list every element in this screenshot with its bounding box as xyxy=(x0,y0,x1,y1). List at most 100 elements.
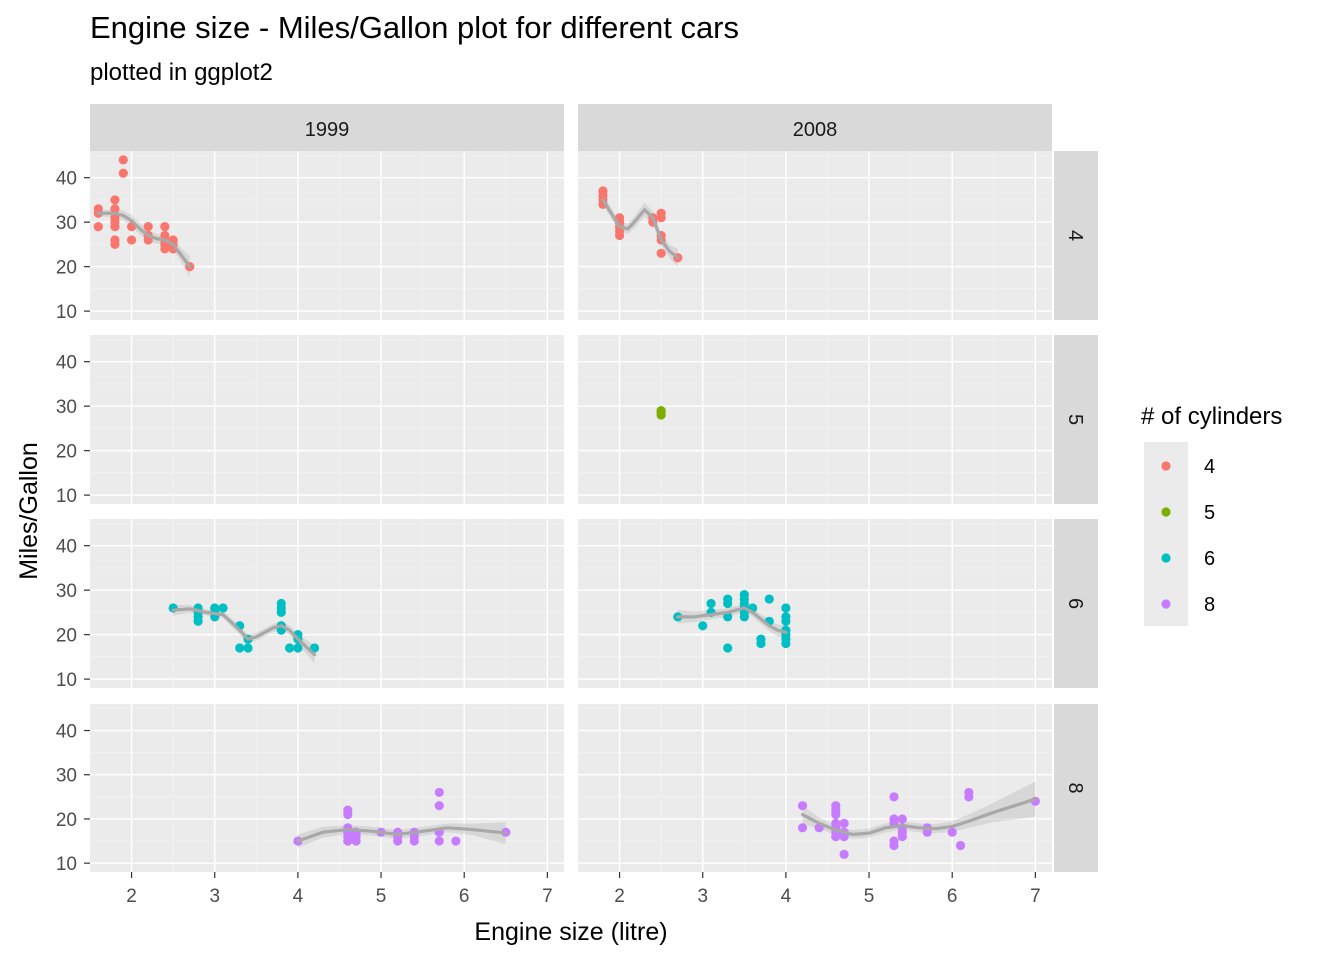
legend-key-background xyxy=(1144,442,1188,626)
panel-background xyxy=(578,519,1052,688)
data-point xyxy=(110,195,120,205)
smooth-trend-line xyxy=(296,826,508,843)
data-point xyxy=(284,643,295,653)
y-tick-label: 40 xyxy=(56,722,77,743)
data-point xyxy=(218,603,228,613)
legend-label-4: 4 xyxy=(1204,456,1215,478)
y-tick-label: 30 xyxy=(56,397,77,418)
data-point xyxy=(343,836,353,846)
y-tick-label: 10 xyxy=(56,670,77,691)
data-point xyxy=(839,818,849,828)
smooth-trend-line xyxy=(601,198,680,260)
data-point xyxy=(110,222,120,232)
confidence-band xyxy=(677,603,786,640)
data-point xyxy=(126,235,137,245)
x-axis-title: Engine size (litre) xyxy=(474,918,667,946)
smooth-trend-line xyxy=(96,211,192,269)
data-point xyxy=(831,809,841,820)
smooth-trend-line xyxy=(676,606,788,635)
facet-strip-label-cyl-5: 5 xyxy=(1064,414,1086,425)
facet-strip-cyl-4 xyxy=(1054,151,1098,320)
legend-title: # of cylinders xyxy=(1141,403,1282,430)
confidence-band xyxy=(802,781,1036,839)
data-point xyxy=(93,222,103,232)
legend-label-5: 5 xyxy=(1204,502,1215,524)
data-point xyxy=(393,836,403,846)
data-point xyxy=(193,616,203,626)
data-point xyxy=(756,638,766,649)
y-tick-label: 10 xyxy=(56,854,77,875)
y-tick-label: 10 xyxy=(56,486,77,507)
legend-key-6 xyxy=(1161,553,1171,563)
data-point xyxy=(351,836,361,846)
facet-strip-cyl-8 xyxy=(1054,704,1098,872)
facet-strip-label-cyl-6: 6 xyxy=(1064,598,1086,609)
x-tick-label: 3 xyxy=(697,886,708,907)
data-point xyxy=(831,832,841,842)
x-tick-label: 7 xyxy=(1030,886,1041,907)
data-point xyxy=(118,155,128,165)
panel-background xyxy=(90,519,564,688)
data-point xyxy=(781,638,791,649)
data-point xyxy=(434,787,444,798)
y-tick-label: 30 xyxy=(56,213,77,234)
data-point xyxy=(964,792,974,802)
legend-label-8: 8 xyxy=(1204,594,1215,616)
y-tick-label: 20 xyxy=(56,442,77,463)
data-point xyxy=(293,643,303,653)
data-point xyxy=(656,248,666,258)
data-point xyxy=(451,836,461,846)
panel-background xyxy=(90,335,564,504)
data-point xyxy=(276,607,286,617)
data-point xyxy=(160,222,170,232)
y-tick-label: 30 xyxy=(56,581,77,602)
data-point xyxy=(781,603,791,613)
data-point xyxy=(110,204,120,214)
y-tick-label: 20 xyxy=(56,810,77,831)
y-tick-label: 40 xyxy=(56,169,77,190)
data-point xyxy=(698,621,708,631)
facet-strip-1999 xyxy=(90,104,564,151)
x-tick-label: 4 xyxy=(781,886,792,907)
data-point xyxy=(947,827,957,837)
data-point xyxy=(409,836,419,846)
chart-title: Engine size - Miles/Gallon plot for diff… xyxy=(90,10,740,45)
data-point xyxy=(839,849,849,859)
data-point xyxy=(723,612,733,622)
x-tick-label: 3 xyxy=(209,886,220,907)
data-point xyxy=(723,598,733,609)
data-point xyxy=(434,801,444,811)
data-point xyxy=(889,792,899,802)
facet-strip-cyl-5 xyxy=(1054,335,1098,504)
data-point xyxy=(614,230,625,241)
data-point xyxy=(656,213,666,223)
x-tick-label: 6 xyxy=(459,886,470,907)
smooth-trend-line xyxy=(800,797,1037,837)
data-point xyxy=(656,410,666,420)
facet-strip-label-1999: 1999 xyxy=(305,119,350,141)
facet-strip-label-cyl-4: 4 xyxy=(1064,230,1086,241)
panel-background xyxy=(578,335,1052,504)
x-tick-label: 5 xyxy=(376,886,387,907)
x-tick-label: 7 xyxy=(542,886,553,907)
smooth-trend-line xyxy=(171,607,317,657)
legend-label-6: 6 xyxy=(1204,548,1215,570)
data-point xyxy=(797,801,808,811)
data-point xyxy=(889,840,899,851)
facet-strip-cyl-6 xyxy=(1054,519,1098,688)
facet-strip-label-2008: 2008 xyxy=(793,119,838,141)
legend: # of cylinders 4 5 6 8 xyxy=(1141,403,1282,626)
panels-layer: 1999 2008 4 5 6 8 10 20 30 40 10 20 30 40 10 20 30 40 10 20… xyxy=(56,104,1098,907)
legend-key-5 xyxy=(1161,507,1171,517)
data-point xyxy=(897,832,907,842)
y-tick-label: 40 xyxy=(56,353,77,374)
y-tick-label: 20 xyxy=(56,626,77,647)
data-point xyxy=(118,168,128,178)
data-point xyxy=(764,594,774,604)
panel-background xyxy=(578,704,1052,872)
data-point xyxy=(739,612,749,622)
y-tick-label: 20 xyxy=(56,258,77,279)
x-tick-label: 2 xyxy=(126,886,137,907)
data-point xyxy=(434,836,444,846)
